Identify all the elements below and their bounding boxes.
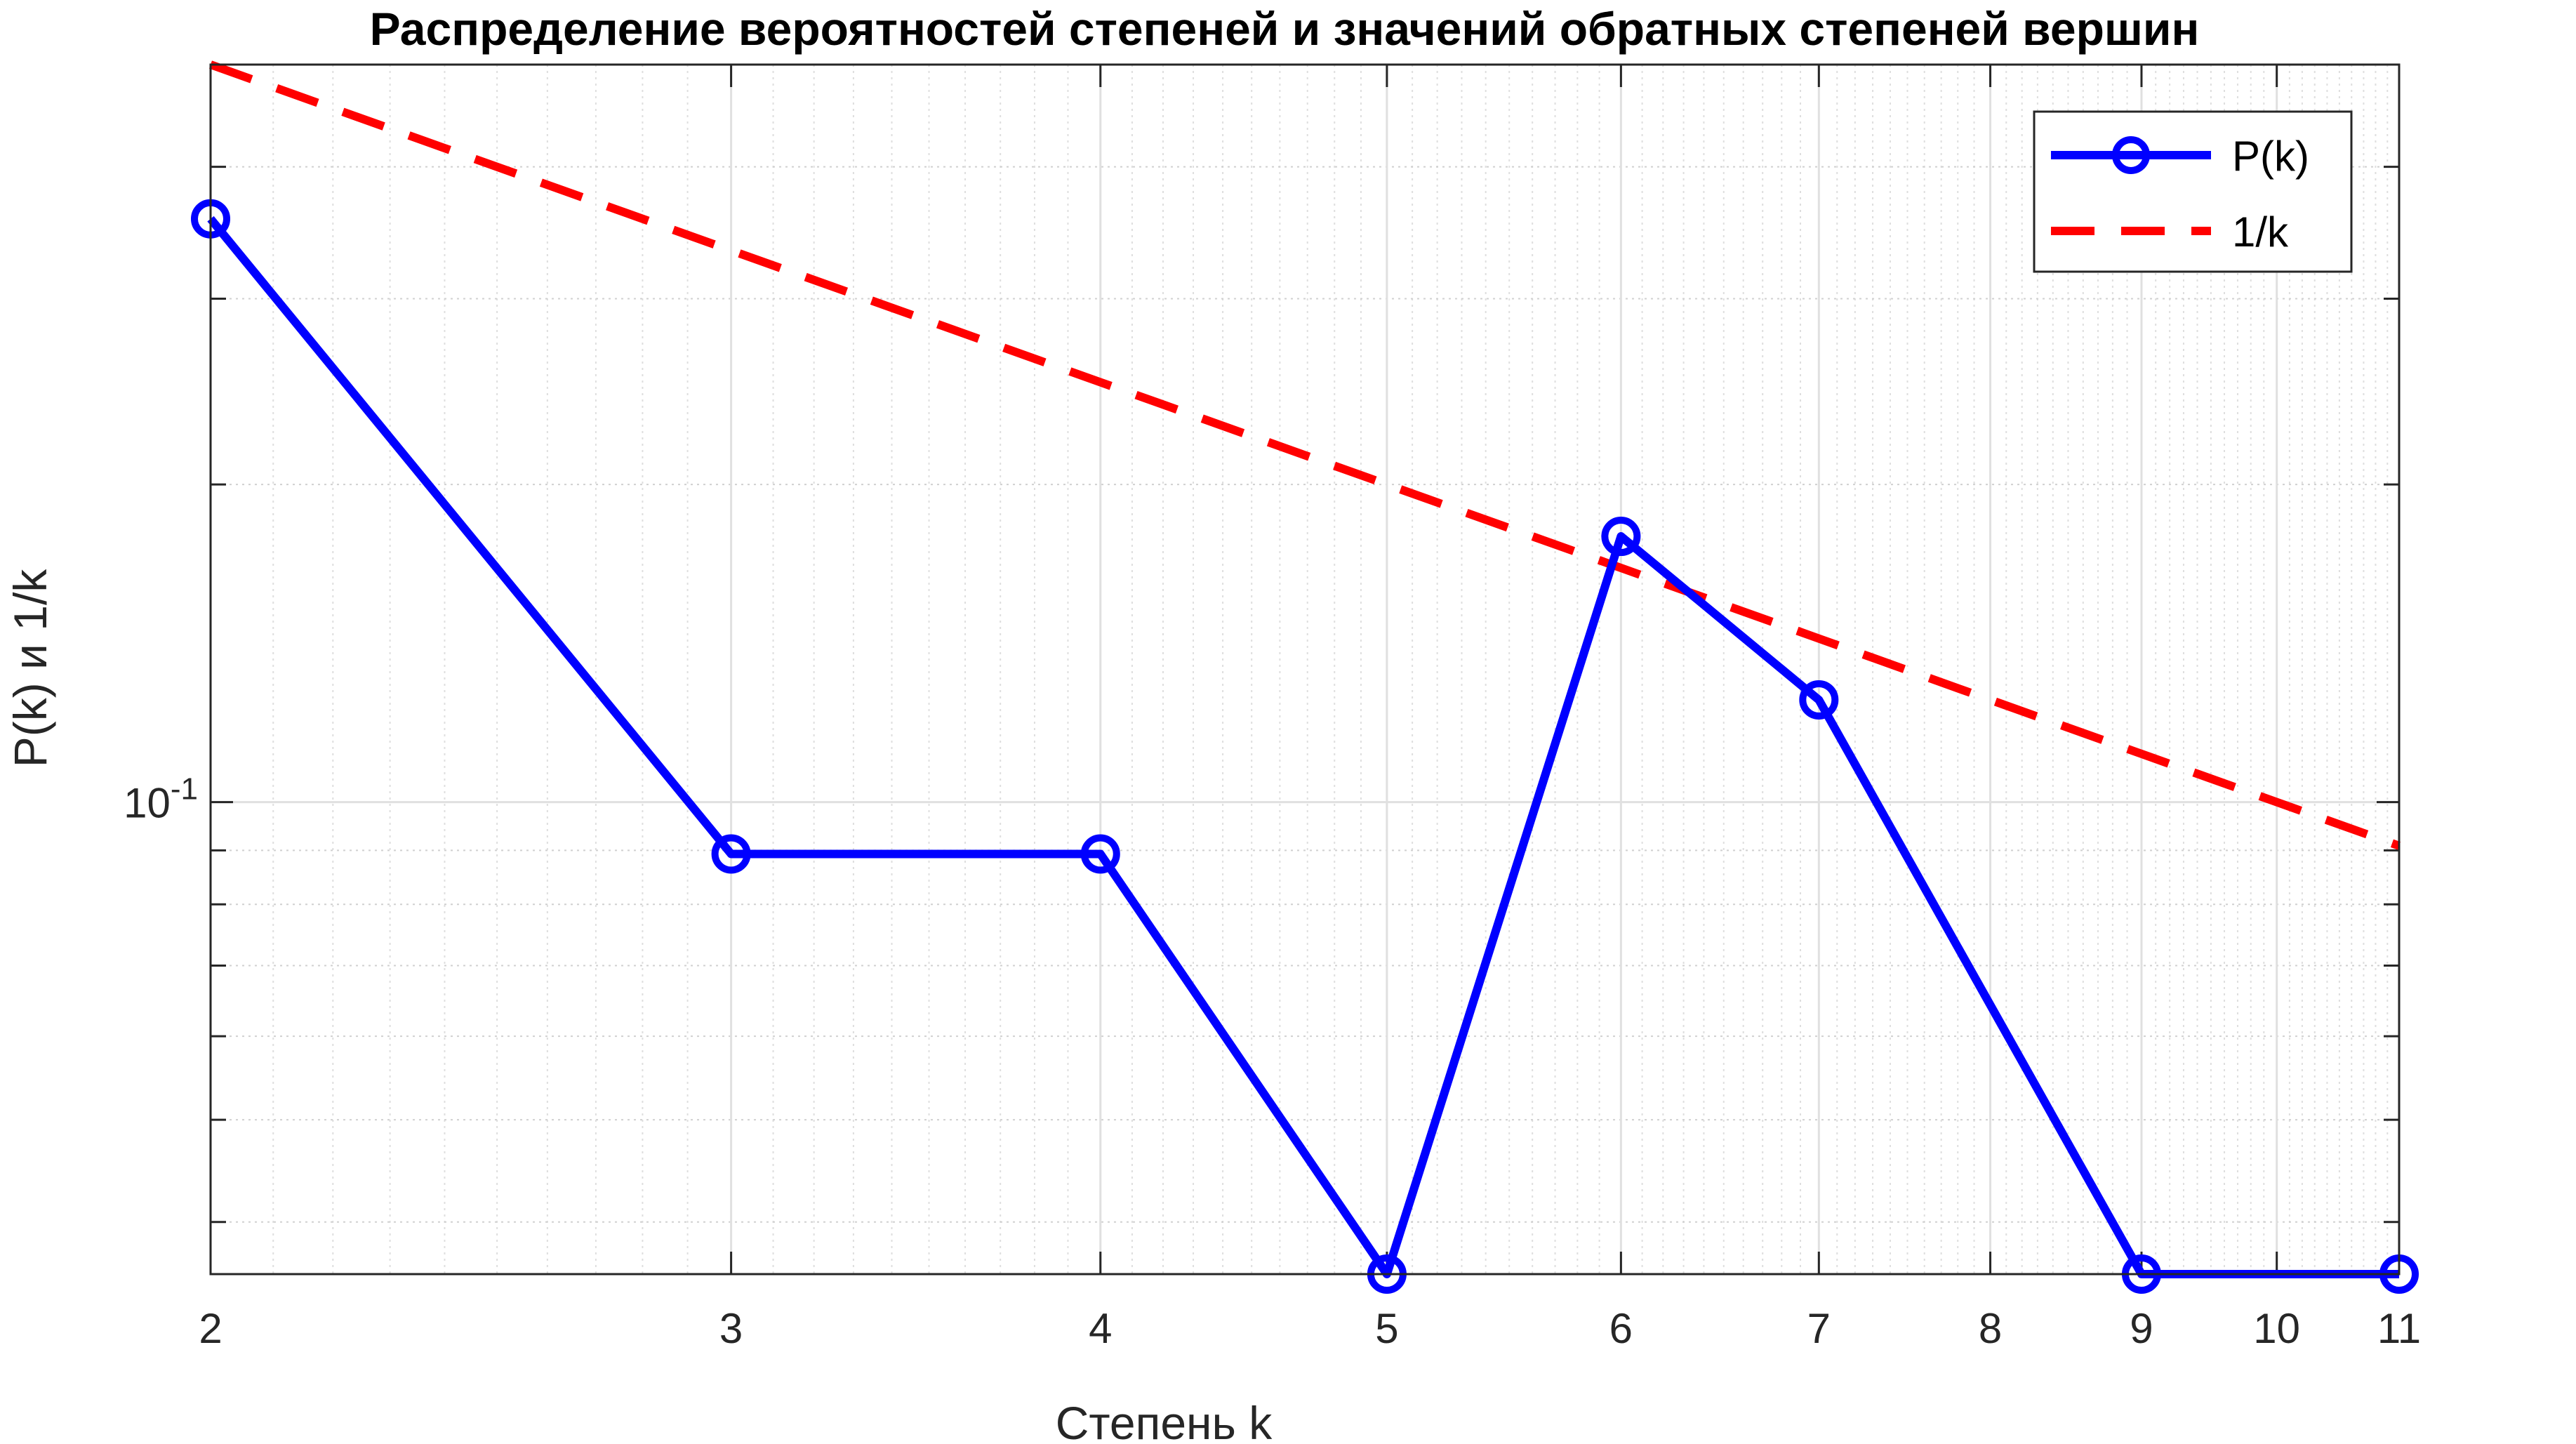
data-point-marker	[1799, 680, 1839, 720]
legend: P(k) 1/k	[2033, 110, 2353, 273]
data-point-marker	[711, 834, 751, 874]
axes-box	[209, 63, 2401, 1276]
y-axis-label: P(k) и 1/k	[4, 569, 56, 768]
chart-title: Распределение вероятностей степеней и зн…	[370, 3, 2200, 55]
x-tick-label: 5	[1375, 1305, 1398, 1352]
x-tick-label: 9	[2130, 1305, 2153, 1352]
x-tick-label: 8	[1979, 1305, 2002, 1352]
minor-grid	[211, 65, 2399, 1274]
x-axis-label: Степень k	[1056, 1397, 1273, 1444]
legend-box	[2033, 110, 2353, 273]
x-tick-label: 7	[1807, 1305, 1831, 1352]
x-tick-label: 3	[719, 1305, 743, 1352]
x-tick-label: 4	[1089, 1305, 1112, 1352]
legend-label-inv-k: 1/k	[2232, 208, 2289, 256]
axis-ticks	[209, 65, 2401, 1274]
y-tick-label: 10-1	[124, 772, 198, 827]
series-layer	[191, 60, 2419, 1294]
series-line-pk	[207, 216, 2399, 1278]
legend-marker-pk	[2112, 136, 2150, 174]
data-point-marker	[1601, 517, 1641, 557]
series-line-inv-k	[208, 60, 2401, 850]
data-point-marker	[1080, 834, 1120, 874]
x-tick-label: 10	[2253, 1305, 2300, 1352]
x-tick-label: 11	[2377, 1305, 2421, 1352]
x-tick-label: 6	[1609, 1305, 1633, 1352]
major-grid	[209, 65, 2401, 1274]
legend-label-pk: P(k)	[2232, 133, 2309, 180]
x-tick-label: 2	[199, 1305, 222, 1352]
tick-labels: 2 3 4 5 6 7 8 9 10 11 10-1	[124, 772, 2421, 1352]
